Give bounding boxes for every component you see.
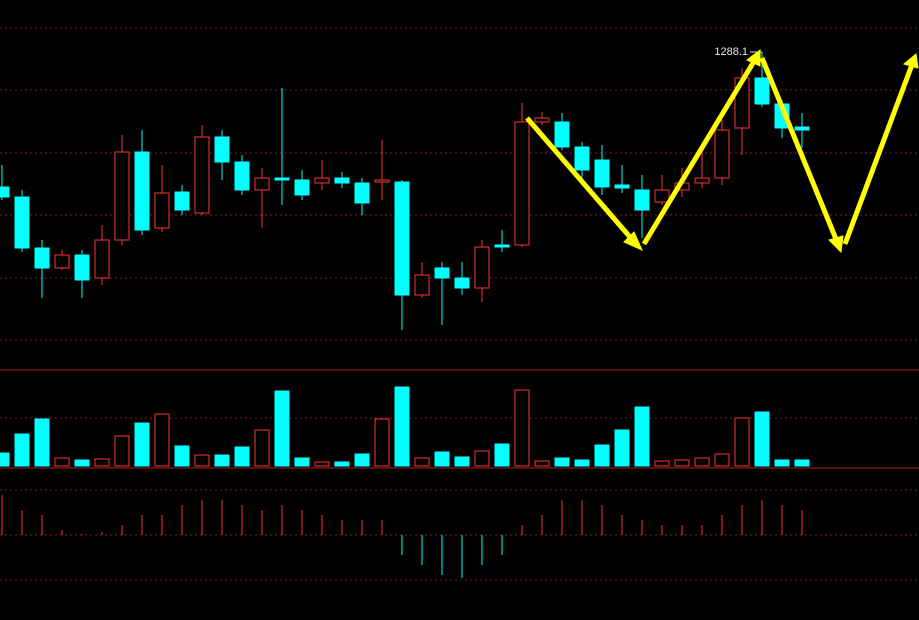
arrow [842,61,916,245]
arrow-head [746,48,761,67]
candle-body [694,177,710,184]
volume-bar [234,446,250,467]
volume-bar [754,411,770,467]
volume-bar [694,457,710,467]
candle-body [454,277,470,289]
volume-bar [514,389,530,467]
volume-bar [354,453,370,467]
candle-body [494,244,510,248]
peak-label: 1288.1 [714,46,748,58]
volume-bar [734,417,750,467]
candle-body [474,246,490,289]
arrow-head [828,235,844,254]
candle-body [234,161,250,191]
candle-body [114,151,130,241]
arrow [641,56,759,246]
volume-bar [174,445,190,467]
volume-bar [294,457,310,467]
volume-bar [674,459,690,467]
candle-body [74,254,90,281]
volume-bar [774,459,790,467]
volume-bar [794,459,810,467]
volume-bar [374,418,390,467]
candle-body [654,189,670,203]
candle-body [354,182,370,204]
candle-body [314,177,330,184]
candle-body [514,121,530,246]
candle-body [554,121,570,148]
candle-body [134,151,150,231]
arrow-head [623,231,643,251]
candle-body [394,181,410,296]
candle-body [634,189,650,211]
candle-body [214,136,230,163]
candle-body [274,177,290,181]
volume-bar [714,453,730,467]
volume-bar [634,406,650,467]
candle-body [0,186,10,198]
arrow [525,116,638,246]
volume-bar [14,433,30,467]
arrow [759,57,841,245]
volume-bar [134,422,150,467]
candle-body [154,192,170,229]
volume-bar [414,457,430,467]
volume-bar [454,456,470,467]
volume-bar [334,461,350,467]
volume-bar [314,461,330,467]
candle-body [714,129,730,179]
candle-body [54,254,70,269]
volume-bar [214,454,230,467]
arrow-head [902,53,919,69]
candle-body [614,184,630,189]
volume-bar [34,418,50,467]
volume-bar [474,450,490,467]
candle-body [334,177,350,184]
volume-bar [654,460,670,467]
annotation-arrows [525,48,919,254]
candle-body [534,117,550,123]
volume-bar [254,429,270,467]
volume-bar [434,451,450,467]
volume-bar [154,413,170,467]
candle-body [374,179,390,183]
volume-bar [0,452,10,467]
candle-body [14,196,30,249]
candle-body [754,77,770,105]
volume-bar [114,435,130,467]
volume-bar [614,429,630,467]
volume-bar [194,454,210,467]
candle-body [794,126,810,131]
volume-bar [94,458,110,467]
volume-bar [554,457,570,467]
candle-body [594,159,610,188]
candle-body [294,179,310,196]
candle-body [574,146,590,171]
volume-bar [274,390,290,467]
candle-body [94,239,110,279]
volume-bar [394,386,410,467]
volume-bar [574,459,590,467]
volume-bar [534,460,550,467]
volume-bar [74,459,90,467]
volume-bar [54,457,70,467]
volume-bar [494,443,510,467]
candle-body [434,267,450,279]
candle-body [414,274,430,296]
candle-body [254,177,270,191]
volume-bar [594,444,610,467]
candle-body [194,136,210,214]
candle-body [34,247,50,269]
candle-body [174,191,190,211]
